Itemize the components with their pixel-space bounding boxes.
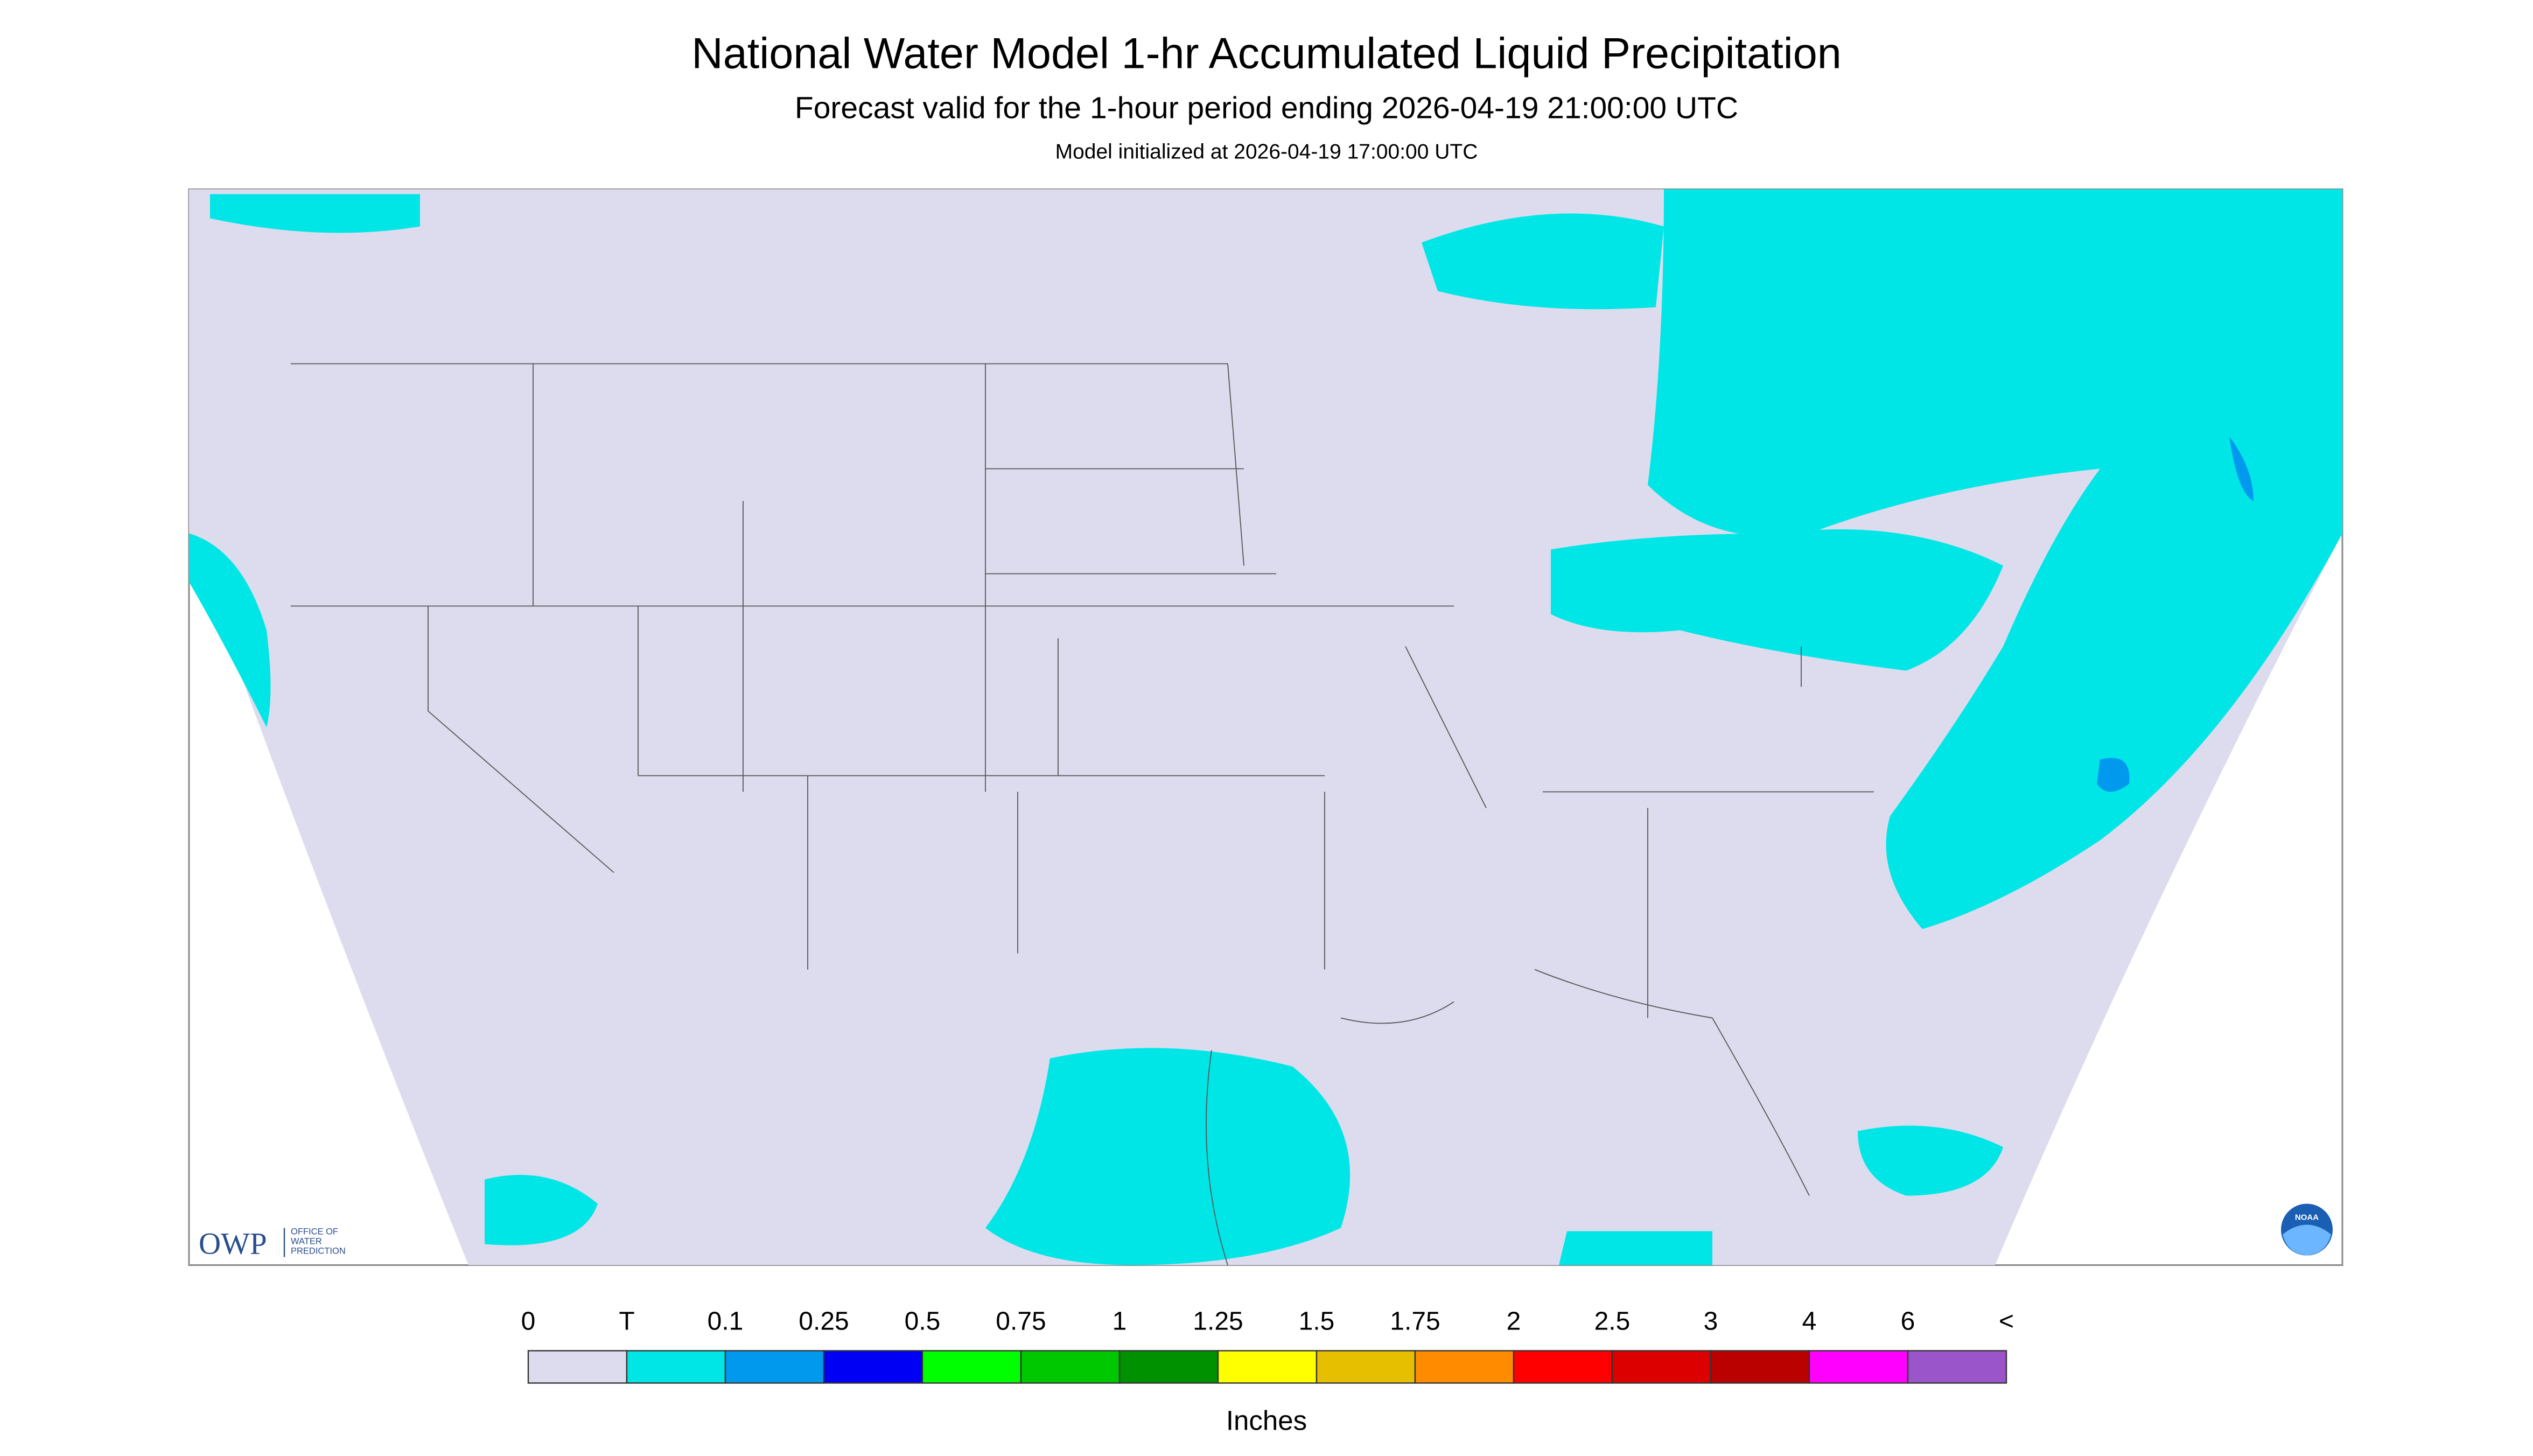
legend-label: < (1999, 1307, 2014, 1336)
legend-label: 1.25 (1193, 1307, 1243, 1336)
legend-unit: Inches (1226, 1405, 1307, 1436)
legend-label: 2 (1507, 1307, 1521, 1336)
precip-area (2097, 758, 2130, 792)
legend-swatch (1316, 1350, 1416, 1384)
precip-area (2229, 436, 2254, 501)
legend-label: 0.5 (905, 1307, 941, 1336)
precip-area (485, 1174, 598, 1245)
legend-label: 1.5 (1299, 1307, 1335, 1336)
owp-logo: OWP OFFICE OF WATER PREDICTION (199, 1227, 346, 1261)
legend-label: 2.5 (1594, 1307, 1631, 1336)
legend-swatch (1217, 1350, 1318, 1384)
precip-area (1648, 189, 2342, 929)
precip-areas (189, 189, 2342, 1265)
title: National Water Model 1-hr Accumulated Li… (691, 30, 1842, 78)
logo-name: OFFICE OF (291, 1227, 338, 1237)
logo-name: WATER (291, 1237, 322, 1247)
legend-swatch (1118, 1350, 1219, 1384)
init-note: Model initialized at 2026-04-19 17:00:00… (1055, 141, 1478, 164)
precip-area (1551, 529, 2003, 671)
legend-swatch (1020, 1350, 1121, 1384)
precip-area (189, 533, 271, 727)
legend: 0 T 0.1 0.25 0.5 0.75 1 1.25 1.5 1.75 2 2.5 3 4 6 < (521, 1307, 2014, 1384)
subtitle: Forecast valid for the 1-hour period end… (795, 91, 1738, 125)
legend-label: 1 (1112, 1307, 1127, 1336)
map: OWP OFFICE OF WATER PREDICTION NOAA (188, 188, 2343, 1266)
boundary (291, 363, 1874, 1265)
legend-label: 0.25 (799, 1307, 849, 1336)
legend-swatch (823, 1350, 923, 1384)
legend-label: 6 (1901, 1307, 1915, 1336)
legend-swatch (1611, 1350, 1712, 1384)
precip-area (1559, 1231, 1712, 1265)
legend-swatch (921, 1350, 1022, 1384)
legend-label: 0.75 (996, 1307, 1046, 1336)
precip-area (210, 194, 420, 233)
legend-swatch (1808, 1350, 1909, 1384)
legend-swatch (1513, 1350, 1613, 1384)
noaa-logo: NOAA (2281, 1203, 2333, 1256)
legend-label: T (619, 1307, 634, 1336)
precip-heavier (2097, 436, 2254, 792)
legend-label: 1.75 (1390, 1307, 1440, 1336)
legend-swatch (1907, 1350, 2007, 1384)
legend-swatch (724, 1350, 825, 1384)
precip-area (1858, 1125, 2003, 1196)
logo-abbr: OWP (199, 1227, 267, 1261)
logo-agency: NOAA (2295, 1213, 2319, 1222)
legend-swatch (1414, 1350, 1515, 1384)
legend-label: 3 (1704, 1307, 1718, 1336)
legend-label: 0 (521, 1307, 536, 1336)
boundaries (291, 363, 1874, 1265)
legend-swatch (527, 1350, 628, 1384)
logo-name: PREDICTION (291, 1247, 346, 1256)
legend-label: 4 (1802, 1307, 1817, 1336)
legend-swatch (1710, 1350, 1810, 1384)
precip-area (985, 1048, 1351, 1265)
precip-area (1422, 213, 1664, 310)
legend-swatch (626, 1350, 726, 1384)
legend-label: 0.1 (708, 1307, 744, 1336)
